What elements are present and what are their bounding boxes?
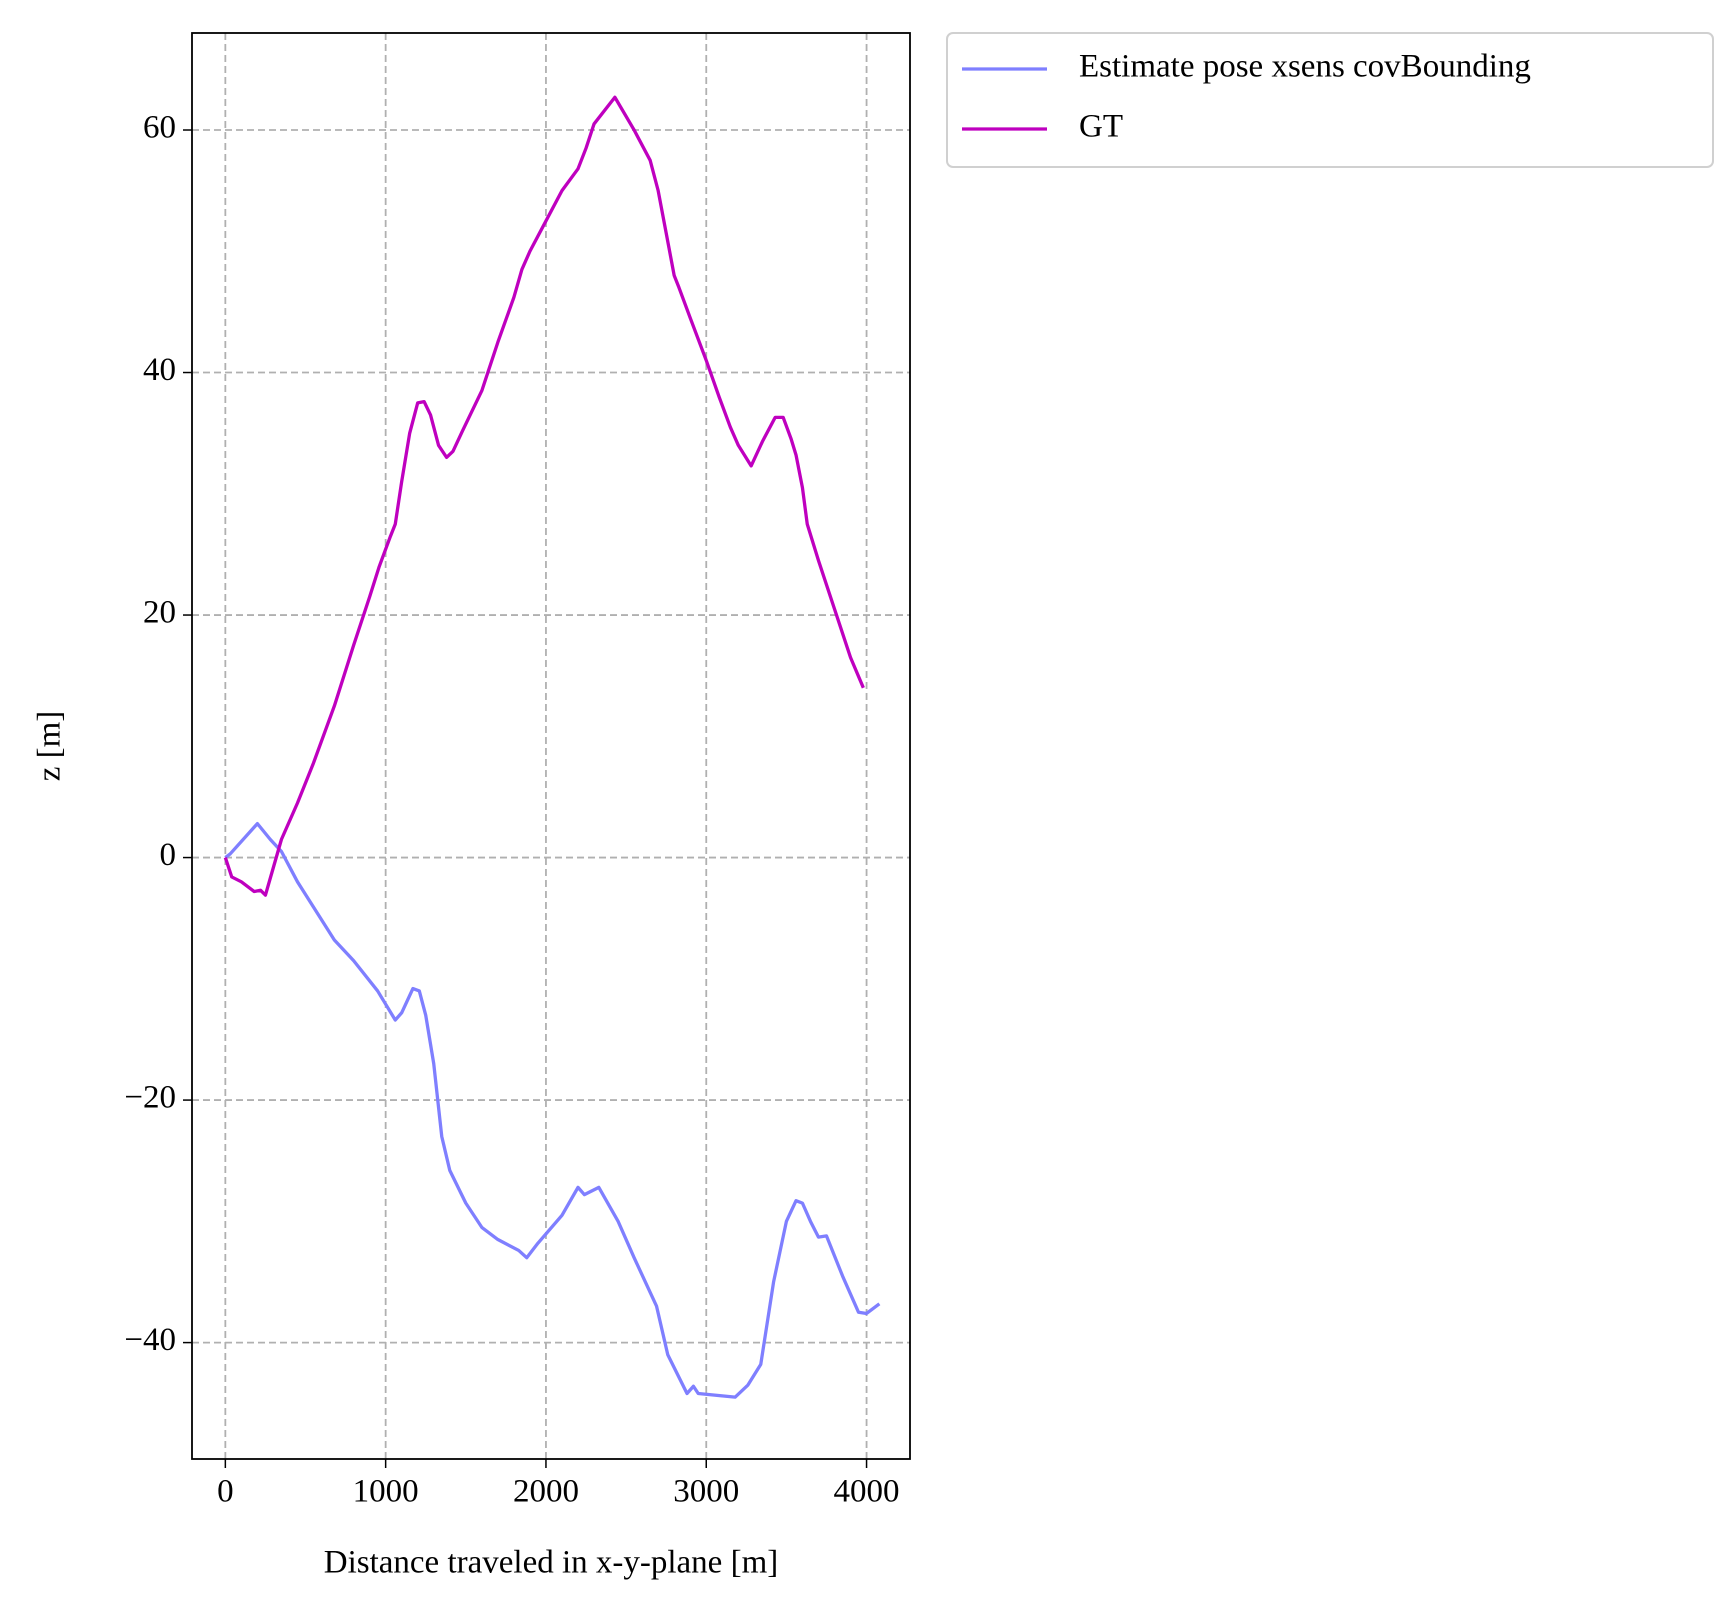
y-tick-label: −40 (124, 1322, 176, 1358)
y-tick-label: 0 (160, 837, 177, 873)
x-axis-label: Distance traveled in x-y-plane [m] (324, 1545, 778, 1581)
y-tick-label: 40 (143, 352, 176, 388)
legend-label: GT (1079, 109, 1123, 145)
y-tick-label: 20 (143, 595, 176, 631)
y-tick-label: 60 (143, 110, 176, 146)
x-tick-label: 1000 (353, 1474, 419, 1510)
x-tick-label: 3000 (673, 1474, 739, 1510)
y-tick-label: −20 (124, 1080, 176, 1116)
legend: Estimate pose xsens covBounding GT (946, 32, 1714, 168)
y-axis-label: z [m] (32, 711, 68, 782)
plot-frame (191, 32, 911, 1460)
series-line (223, 95, 865, 897)
x-tick-label: 2000 (513, 1474, 579, 1510)
x-tick-label: 0 (217, 1474, 234, 1510)
legend-box (946, 32, 1714, 168)
series-line (224, 821, 881, 1399)
legend-label: Estimate pose xsens covBounding (1079, 49, 1531, 85)
x-tick-label: 4000 (834, 1474, 900, 1510)
